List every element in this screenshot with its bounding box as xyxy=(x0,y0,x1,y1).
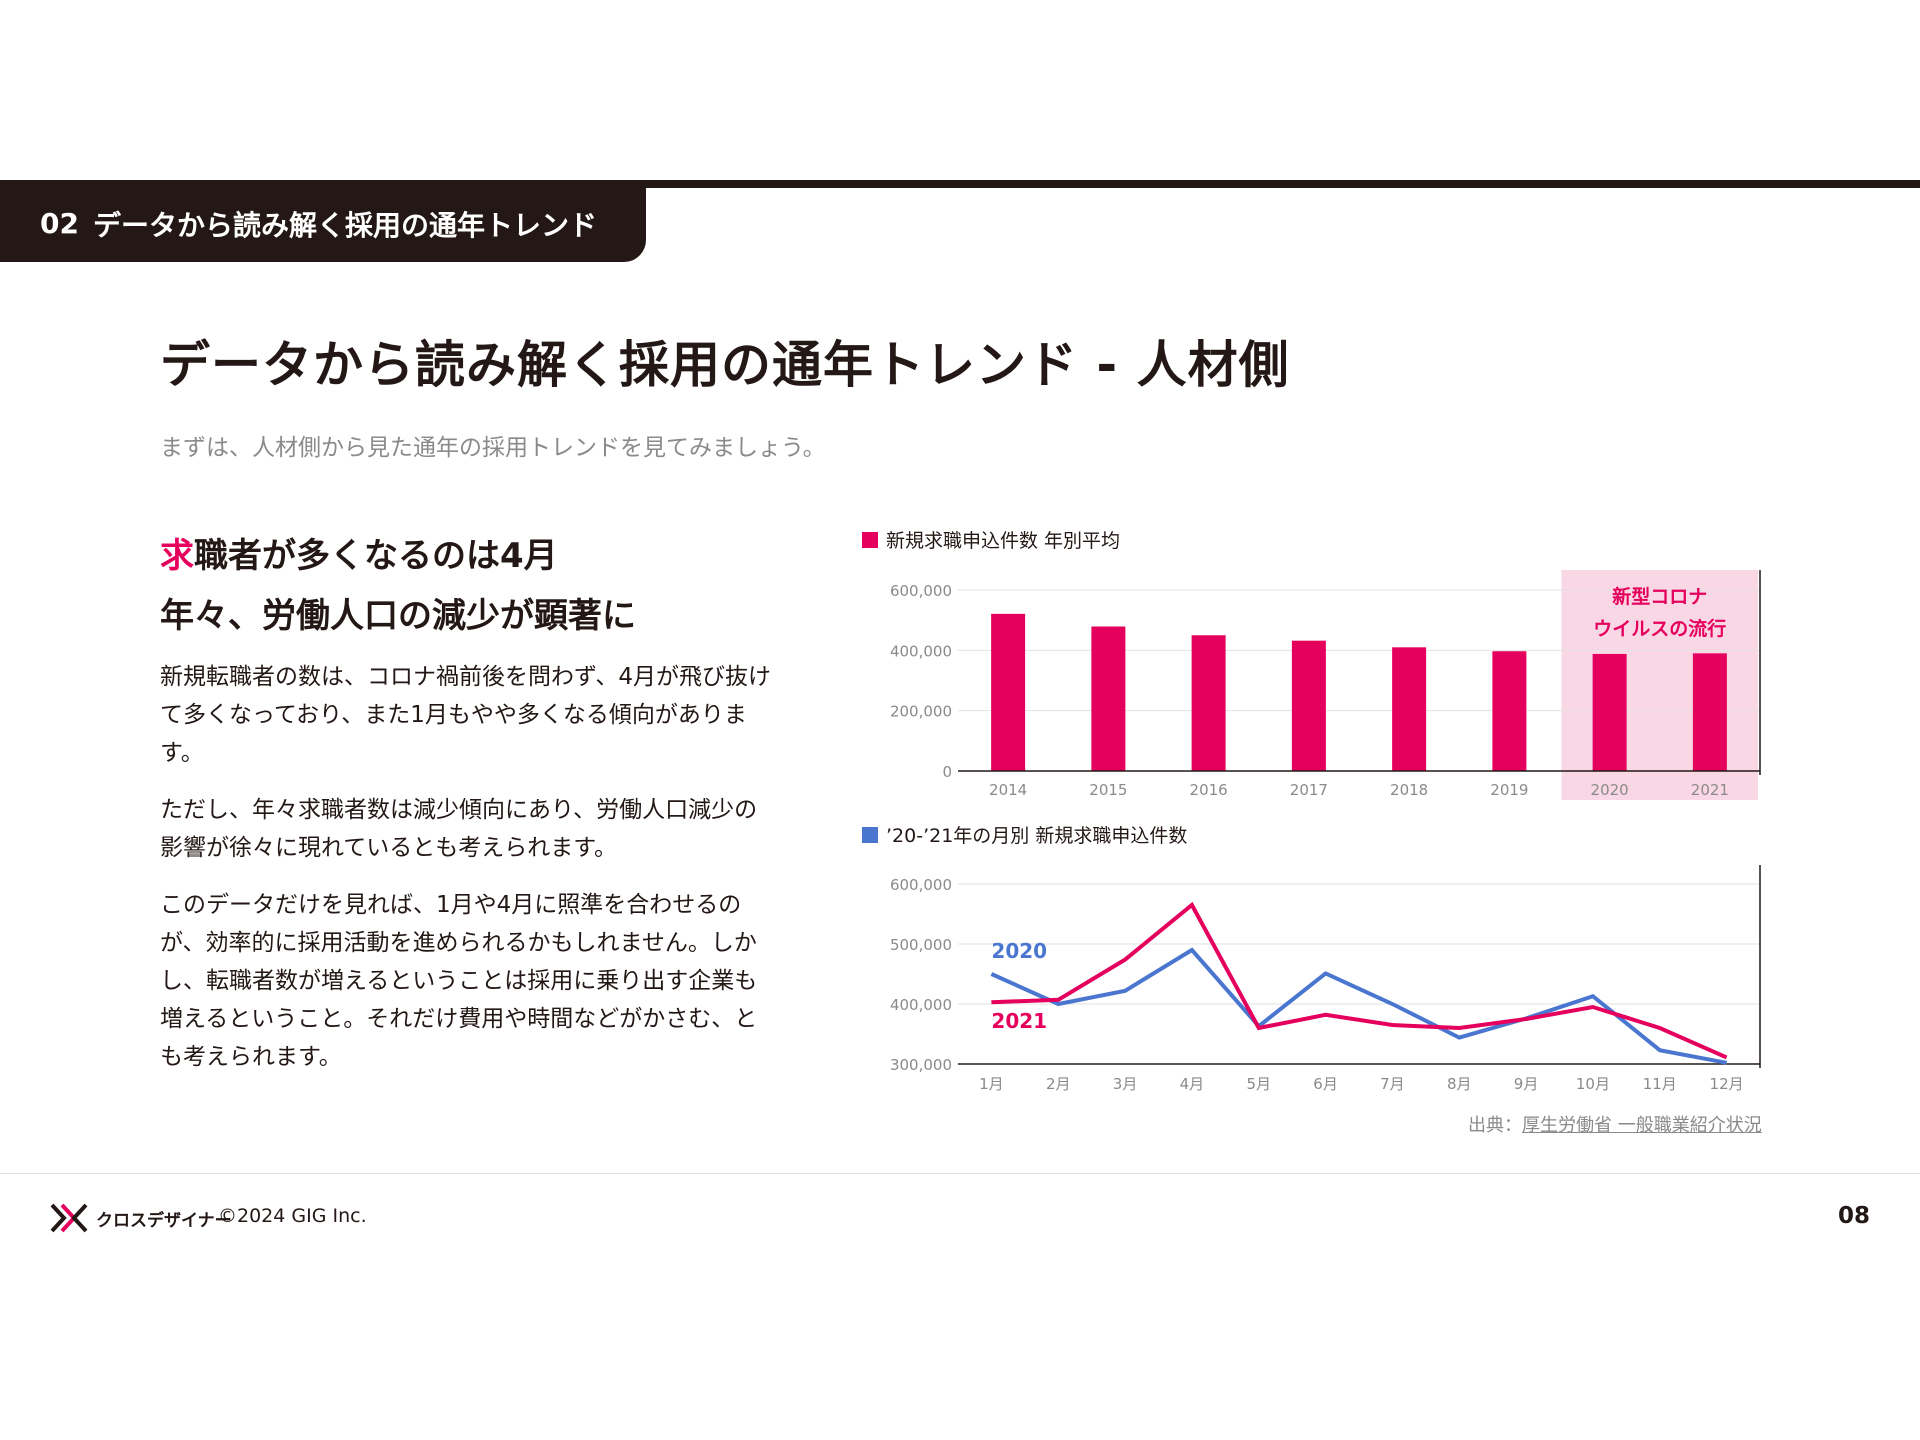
lead-heading: 求職者が多くなるのは4月 年々、労働人口の減少が顕著に xyxy=(160,526,636,646)
bar-ytick-label: 200,000 xyxy=(890,703,952,721)
bar-xtick-label: 2014 xyxy=(989,781,1027,799)
source-citation: 出典：厚生労働省 一般職業紹介状況 xyxy=(1468,1111,1762,1137)
footer-rule xyxy=(0,1173,1920,1174)
line-xtick-label: 12月 xyxy=(1710,1075,1744,1093)
line-chart-legend: ’20-’21年の月別 新規求職申込件数 xyxy=(862,821,1187,848)
bar-2014 xyxy=(991,613,1026,771)
brand-logo-icon xyxy=(50,1203,88,1233)
source-prefix: 出典： xyxy=(1468,1115,1522,1136)
lead-line-2: 年々、労働人口の減少が顕著に xyxy=(160,596,636,636)
covid-annotation-line-2: ウイルスの流行 xyxy=(1593,617,1726,640)
line-xtick-label: 9月 xyxy=(1514,1075,1539,1093)
bar-ytick-label: 400,000 xyxy=(890,642,952,660)
line-xtick-label: 8月 xyxy=(1447,1075,1472,1093)
series-line-2021 xyxy=(991,901,1728,1060)
bar-ytick-label: 600,000 xyxy=(890,582,952,600)
bar-legend-swatch xyxy=(862,531,878,548)
line-chart-title: ’20-’21年の月別 新規求職申込件数 xyxy=(886,825,1188,847)
bar-chart-title: 新規求職申込件数 年別平均 xyxy=(886,530,1121,552)
line-xtick-label: 4月 xyxy=(1180,1075,1205,1093)
lead-line-1-rest: 職者が多くなるのは4月 xyxy=(194,536,558,576)
bar-chart: 0 200,000 400,000 600,000 2014 2015 2016 2017 20… xyxy=(890,570,1761,800)
series-label-2021: 2021 xyxy=(991,1009,1047,1033)
section-label: データから読み解く採用の通年トレンド xyxy=(92,208,597,242)
bar-xtick-label: 2018 xyxy=(1390,781,1428,799)
line-ytick-label: 600,000 xyxy=(890,876,952,894)
line-xtick-label: 7月 xyxy=(1380,1075,1405,1093)
line-xtick-label: 6月 xyxy=(1313,1075,1338,1093)
bar-chart-legend: 新規求職申込件数 年別平均 xyxy=(862,526,1120,553)
bar-2017 xyxy=(1291,640,1326,771)
line-legend-swatch xyxy=(862,826,878,843)
bar-xtick-label: 2017 xyxy=(1290,781,1328,799)
brand-logo: クロスデザイナー xyxy=(50,1203,232,1233)
bar-2018 xyxy=(1392,647,1427,771)
line-ytick-label: 300,000 xyxy=(890,1056,952,1074)
line-ytick-label: 500,000 xyxy=(890,936,952,954)
line-xtick-label: 10月 xyxy=(1576,1075,1610,1093)
bar-xtick-label: 2015 xyxy=(1089,781,1127,799)
bar-ytick-label: 0 xyxy=(942,763,952,781)
line-xtick-label: 11月 xyxy=(1643,1075,1677,1093)
line-xtick-label: 3月 xyxy=(1113,1075,1138,1093)
source-link[interactable]: 厚生労働省 一般職業紹介状況 xyxy=(1522,1115,1762,1136)
line-xtick-label: 5月 xyxy=(1246,1075,1271,1093)
series-line-2020 xyxy=(990,947,1727,1065)
bar-xtick-label: 2020 xyxy=(1591,781,1629,799)
bar-xtick-label: 2019 xyxy=(1490,781,1528,799)
page-number: 08 xyxy=(1838,1203,1871,1229)
body-paragraph-1: 新規転職者の数は、コロナ禍前後を問わず、4月が飛び抜けて多くなっており、また1月… xyxy=(160,664,772,766)
bar-2019 xyxy=(1492,651,1527,771)
covid-annotation-line-1: 新型コロナ xyxy=(1612,585,1707,608)
body-text: 新規転職者の数は、コロナ禍前後を問わず、4月が飛び抜けて多くなっており、また1月… xyxy=(160,658,780,1095)
lead-line-1: 求職者が多くなるのは4月 xyxy=(160,526,636,586)
bar-xtick-label: 2016 xyxy=(1190,781,1228,799)
header-rule xyxy=(0,180,1920,188)
page-subtitle: まずは、人材側から見た通年の採用トレンドを見てみましょう。 xyxy=(160,435,826,461)
bar-2016 xyxy=(1191,635,1226,771)
lead-accent-char: 求 xyxy=(160,536,194,576)
body-paragraph-3: このデータだけを見れば、1月や4月に照準を合わせるのが、効率的に採用活動を進めら… xyxy=(160,892,758,1070)
bar-2020 xyxy=(1592,653,1627,771)
line-xtick-label: 1月 xyxy=(979,1075,1004,1093)
line-ytick-label: 400,000 xyxy=(890,996,952,1014)
page-title: データから読み解く採用の通年トレンド - 人材側 xyxy=(160,336,1290,394)
section-tab: 02 データから読み解く採用の通年トレンド xyxy=(0,185,646,262)
body-paragraph-2: ただし、年々求職者数は減少傾向にあり、労働人口減少の影響が徐々に現れているとも考… xyxy=(160,797,758,861)
brand-logo-text: クロスデザイナー xyxy=(96,1210,232,1231)
line-xtick-label: 2月 xyxy=(1046,1075,1071,1093)
bar-xtick-label: 2021 xyxy=(1691,781,1729,799)
copyright: ©2024 GIG Inc. xyxy=(218,1205,367,1227)
line-chart: 300,000 400,000 500,000 600,000 1月 2月 3月 4月 5月 6月… xyxy=(890,865,1761,1093)
section-number: 02 xyxy=(40,207,79,240)
bar-2015 xyxy=(1091,626,1126,771)
series-label-2020: 2020 xyxy=(991,939,1047,963)
bar-2021 xyxy=(1692,653,1727,771)
